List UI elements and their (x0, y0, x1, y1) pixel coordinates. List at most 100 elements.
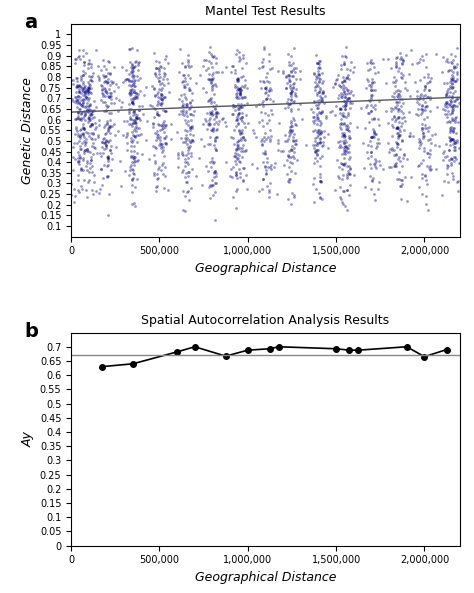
Point (388, 143, 396, 152)
Point (419, 132, 427, 141)
Point (236, 55, 244, 64)
Point (272, 159, 279, 168)
Point (108, 91, 115, 101)
Point (210, 167, 218, 177)
Point (87, 72, 95, 82)
Point (235, 75, 242, 85)
Point (77, 114, 84, 124)
Point (157, 143, 164, 152)
Point (313, 110, 321, 119)
Point (331, 79, 338, 89)
Point (390, 122, 397, 132)
Point (331, 110, 338, 120)
Point (90, 189, 97, 199)
Point (367, 85, 375, 94)
Point (105, 157, 112, 166)
Point (84, 128, 92, 138)
Point (104, 211, 112, 220)
Point (366, 65, 374, 74)
Point (128, 152, 135, 162)
Point (390, 161, 397, 171)
Point (135, 113, 142, 123)
Point (129, 98, 137, 108)
Point (447, 83, 454, 93)
Point (337, 195, 345, 204)
Point (291, 191, 298, 200)
Point (449, 55, 457, 65)
Point (117, 157, 124, 166)
Point (127, 114, 134, 124)
Point (345, 131, 352, 141)
Point (290, 83, 297, 93)
Y-axis label: Ay: Ay (21, 431, 34, 447)
Point (200, 61, 207, 71)
Point (81, 87, 89, 97)
Point (345, 93, 353, 103)
Point (274, 135, 282, 145)
Point (266, 134, 273, 144)
Point (315, 63, 323, 72)
Point (238, 128, 246, 138)
Point (98, 85, 106, 94)
Point (125, 44, 133, 53)
Point (236, 150, 243, 160)
Point (73, 95, 81, 105)
Point (107, 165, 115, 174)
Point (97, 184, 104, 193)
Point (314, 130, 322, 140)
Point (319, 69, 326, 78)
Point (188, 109, 195, 119)
Point (162, 139, 170, 148)
Point (342, 93, 349, 102)
Point (338, 197, 346, 206)
Point (232, 93, 240, 102)
Point (230, 151, 238, 160)
Point (372, 155, 379, 164)
Point (131, 123, 138, 132)
Point (76, 54, 84, 63)
Point (369, 102, 377, 111)
Point (131, 156, 138, 165)
Point (346, 168, 353, 177)
Point (240, 163, 247, 173)
Point (222, 122, 229, 131)
Point (239, 163, 246, 173)
Point (75, 86, 82, 95)
Point (230, 140, 238, 149)
Point (315, 69, 323, 79)
Point (349, 90, 356, 100)
Point (242, 146, 249, 156)
Point (336, 120, 344, 129)
Point (317, 127, 325, 136)
Point (447, 154, 455, 163)
Point (239, 176, 246, 186)
Point (339, 186, 347, 196)
Point (208, 81, 216, 91)
Point (83, 146, 91, 155)
Point (269, 96, 277, 106)
Point (208, 85, 216, 94)
Point (264, 132, 272, 142)
Point (241, 92, 249, 101)
Point (125, 99, 133, 109)
Point (210, 97, 218, 106)
Point (139, 109, 147, 119)
Point (128, 121, 136, 130)
Point (106, 135, 114, 145)
X-axis label: Geographical Distance: Geographical Distance (195, 571, 336, 584)
Point (89, 128, 96, 138)
Point (281, 136, 289, 145)
Point (206, 42, 214, 52)
Point (393, 123, 401, 133)
Point (366, 160, 374, 169)
Point (287, 166, 295, 176)
Point (287, 123, 294, 132)
Point (161, 93, 168, 102)
Point (78, 85, 85, 94)
Point (346, 94, 353, 103)
Point (209, 74, 216, 84)
Point (107, 109, 115, 118)
Point (316, 75, 323, 84)
Point (85, 79, 92, 89)
Point (346, 180, 354, 189)
